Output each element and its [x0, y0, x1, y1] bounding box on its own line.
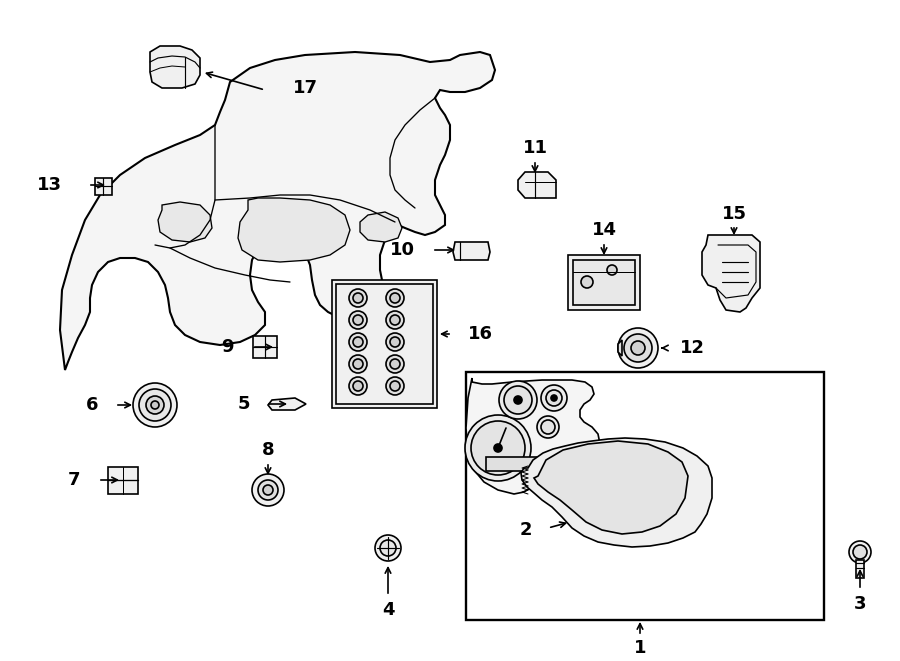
Polygon shape [518, 172, 556, 198]
Text: 3: 3 [854, 595, 866, 613]
Polygon shape [150, 46, 200, 88]
Circle shape [349, 311, 367, 329]
Circle shape [353, 381, 363, 391]
Polygon shape [108, 467, 138, 494]
Text: 12: 12 [680, 339, 705, 357]
Circle shape [390, 315, 400, 325]
Bar [486, 457, 544, 471]
Circle shape [607, 265, 617, 275]
Circle shape [465, 415, 531, 481]
Circle shape [353, 293, 363, 303]
Bar [856, 560, 864, 578]
Text: 17: 17 [293, 79, 318, 97]
Circle shape [624, 334, 652, 362]
Circle shape [499, 381, 537, 419]
Circle shape [353, 359, 363, 369]
Circle shape [390, 359, 400, 369]
Bar [332, 280, 437, 408]
Circle shape [380, 540, 396, 556]
Text: 14: 14 [591, 221, 617, 239]
Circle shape [541, 385, 567, 411]
Circle shape [386, 333, 404, 351]
Polygon shape [60, 52, 495, 370]
Circle shape [541, 420, 555, 434]
Polygon shape [466, 378, 600, 494]
Circle shape [263, 485, 273, 495]
Circle shape [390, 337, 400, 347]
Text: 11: 11 [523, 139, 547, 157]
Circle shape [139, 389, 171, 421]
Circle shape [133, 383, 177, 427]
Circle shape [581, 276, 593, 288]
Bar [573, 260, 635, 305]
Circle shape [386, 355, 404, 373]
Circle shape [849, 541, 871, 563]
Polygon shape [238, 198, 350, 262]
Circle shape [537, 416, 559, 438]
Circle shape [349, 289, 367, 307]
Circle shape [390, 293, 400, 303]
Circle shape [853, 545, 867, 559]
Circle shape [386, 311, 404, 329]
Circle shape [386, 289, 404, 307]
Circle shape [494, 444, 502, 452]
Circle shape [353, 315, 363, 325]
Polygon shape [95, 178, 112, 195]
Circle shape [353, 337, 363, 347]
Circle shape [386, 377, 404, 395]
Text: 4: 4 [382, 601, 394, 619]
Polygon shape [702, 235, 760, 312]
Circle shape [252, 474, 284, 506]
Polygon shape [521, 438, 712, 547]
Circle shape [349, 377, 367, 395]
Text: 1: 1 [634, 639, 646, 657]
Bar [466, 372, 824, 620]
Polygon shape [618, 340, 622, 356]
Circle shape [618, 328, 658, 368]
Circle shape [471, 421, 525, 475]
Text: 16: 16 [468, 325, 493, 343]
Polygon shape [268, 398, 306, 410]
Circle shape [514, 396, 522, 404]
Circle shape [146, 396, 164, 414]
Text: 2: 2 [519, 521, 532, 539]
Bar [568, 255, 640, 310]
Text: 13: 13 [37, 176, 62, 194]
Polygon shape [253, 336, 277, 358]
Circle shape [349, 333, 367, 351]
Polygon shape [453, 242, 490, 260]
Text: 10: 10 [390, 241, 415, 259]
Text: 6: 6 [86, 396, 98, 414]
Polygon shape [360, 212, 402, 242]
Circle shape [349, 355, 367, 373]
Circle shape [551, 395, 557, 401]
Circle shape [546, 390, 562, 406]
Circle shape [390, 381, 400, 391]
Bar [336, 284, 433, 404]
Text: 15: 15 [722, 205, 746, 223]
Text: 9: 9 [221, 338, 234, 356]
Circle shape [375, 535, 401, 561]
Circle shape [258, 480, 278, 500]
Polygon shape [534, 441, 688, 534]
Text: 7: 7 [68, 471, 80, 489]
Polygon shape [158, 202, 212, 242]
Circle shape [631, 341, 645, 355]
Circle shape [504, 386, 532, 414]
Circle shape [151, 401, 159, 409]
Text: 8: 8 [262, 441, 274, 459]
Text: 5: 5 [238, 395, 250, 413]
